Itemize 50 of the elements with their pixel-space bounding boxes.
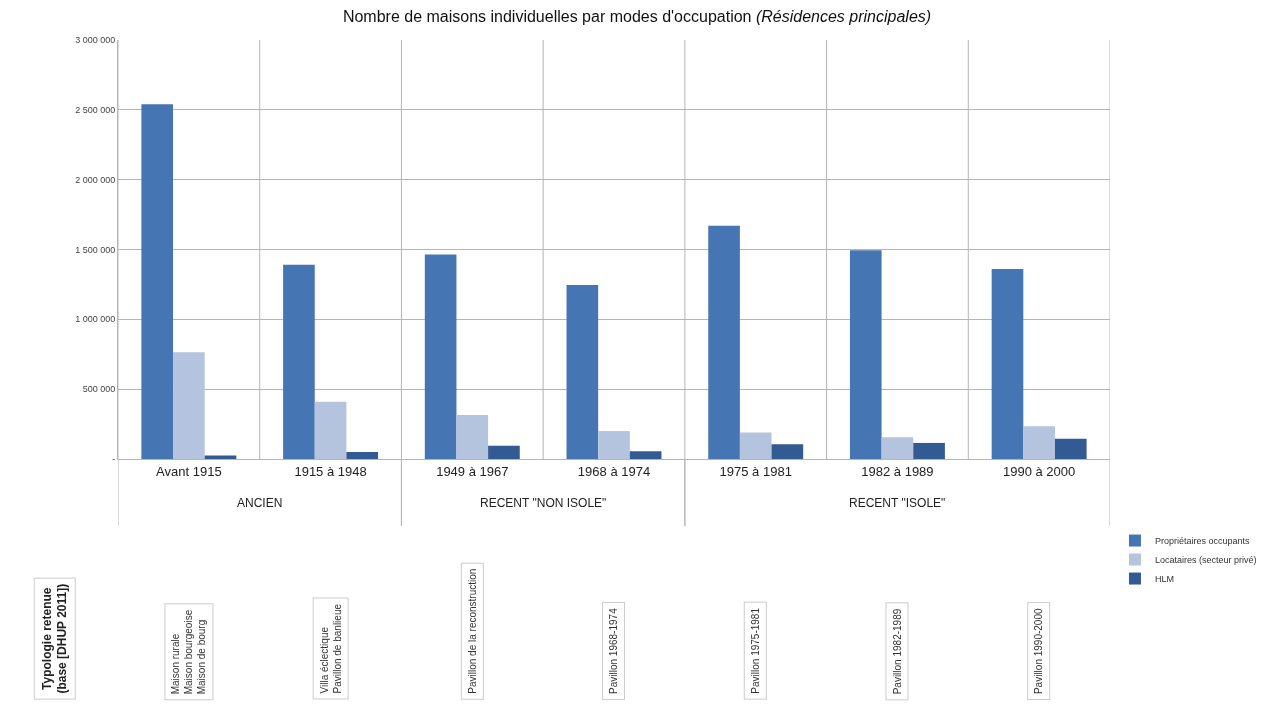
legend-label: HLM bbox=[1154, 574, 1174, 585]
bar bbox=[488, 445, 520, 459]
y-tick-label: - bbox=[112, 454, 116, 465]
bar bbox=[849, 250, 882, 459]
x-tick-label: 1949 à 1967 bbox=[436, 463, 509, 479]
y-tick-label: 500 000 bbox=[82, 384, 116, 395]
y-tick-label: 2 000 000 bbox=[75, 174, 116, 185]
text: RECENT "ISOLE" bbox=[849, 496, 946, 510]
text: Villa éclectique Pavillon de banlieue bbox=[318, 603, 343, 694]
text: Maison rurale Maison bourgeoise Maison de bourg bbox=[170, 609, 208, 695]
bar bbox=[173, 352, 205, 459]
chart-title: Nombre de maisons individuelles par modes d'occupation bbox=[342, 7, 752, 25]
bar bbox=[456, 415, 489, 459]
text: ANCIEN bbox=[237, 496, 283, 510]
text: Pavillon 1968-1974 bbox=[608, 607, 620, 694]
bar bbox=[708, 225, 740, 459]
bar bbox=[1054, 438, 1087, 459]
text: Pavillon de la reconstruction bbox=[466, 568, 478, 694]
bar bbox=[739, 432, 772, 459]
y-tick-label: 2 500 000 bbox=[75, 104, 116, 115]
legend-label: Locataires (secteur privé) bbox=[1154, 555, 1257, 566]
chart-subtitle: (Résidences principales) bbox=[755, 7, 932, 25]
y-tick-label: 1 000 000 bbox=[75, 314, 116, 325]
x-tick-label: 1990 à 2000 bbox=[1002, 463, 1076, 479]
x-tick-label: 1982 à 1989 bbox=[861, 463, 934, 479]
bar bbox=[598, 431, 630, 459]
bar bbox=[566, 285, 599, 459]
text: Pavillon 1982-1989 bbox=[891, 608, 903, 695]
y-tick-label: 1 500 000 bbox=[75, 244, 116, 255]
legend-label: Propriétaires occupants bbox=[1154, 536, 1251, 547]
bar bbox=[314, 401, 347, 459]
text: Pavillon 1975-1981 bbox=[749, 607, 761, 694]
bar bbox=[141, 104, 174, 459]
text: RECENT "NON ISOLE" bbox=[480, 496, 607, 510]
bar bbox=[283, 264, 315, 459]
bar bbox=[913, 442, 945, 459]
x-tick-label: 1975 à 1981 bbox=[719, 463, 792, 479]
x-tick-label: 1968 à 1974 bbox=[577, 463, 651, 479]
text: Pavillon 1990-2000 bbox=[1033, 608, 1045, 695]
bar bbox=[629, 451, 662, 459]
y-tick-label: 3 000 000 bbox=[75, 35, 116, 46]
x-tick-label: 1915 à 1948 bbox=[294, 463, 367, 479]
bar bbox=[881, 437, 914, 459]
x-tick-label: Avant 1915 bbox=[156, 463, 222, 479]
bar bbox=[346, 452, 379, 459]
bar bbox=[424, 254, 457, 459]
bar bbox=[991, 269, 1024, 459]
text: Typologie retenue (base [DHUP 2011]) bbox=[39, 583, 70, 694]
bar bbox=[1023, 426, 1055, 459]
bar bbox=[771, 444, 804, 459]
